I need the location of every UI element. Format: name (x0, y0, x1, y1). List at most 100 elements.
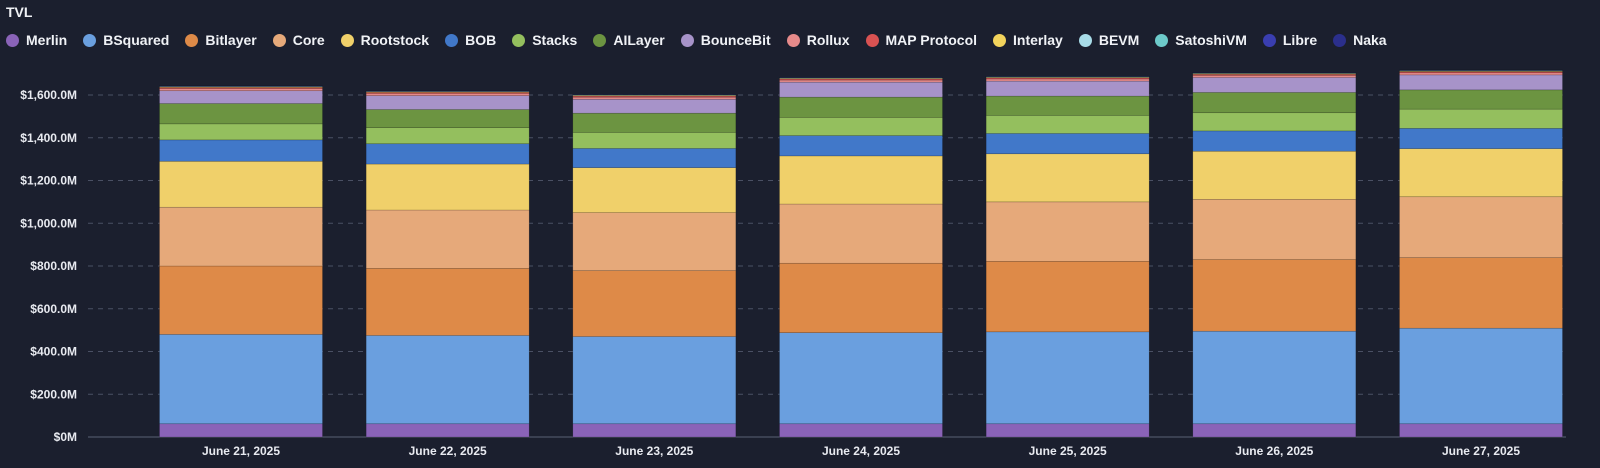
bar-segment-rootstock[interactable] (985, 153, 1150, 203)
x-tick-label: June 27, 2025 (1442, 444, 1520, 458)
bar-segment-bitlayer[interactable] (1399, 257, 1563, 329)
bar-segment-ailayer[interactable] (779, 96, 943, 118)
bar-segment-bouncebit[interactable] (985, 80, 1150, 97)
bar-segment-bouncebit[interactable] (1399, 74, 1563, 91)
bar-segment-bitlayer[interactable] (985, 260, 1150, 333)
bar-segment-stacks[interactable] (985, 115, 1150, 134)
legend-item-bsquared[interactable]: BSquared (83, 32, 169, 48)
bar-segment-rootstock[interactable] (1192, 150, 1357, 200)
bar-segment-stacks[interactable] (779, 117, 943, 136)
legend-item-rollux[interactable]: Rollux (786, 32, 850, 48)
bar-segment-interlay[interactable] (159, 86, 323, 88)
legend-item-stacks[interactable]: Stacks (512, 32, 577, 48)
legend-item-bitlayer[interactable]: Bitlayer (185, 32, 257, 48)
bar-segment-core[interactable] (572, 212, 737, 272)
bar-segment-bob[interactable] (985, 133, 1150, 155)
bar-segment-stacks[interactable] (1399, 108, 1563, 129)
bar-segment-bsquared[interactable] (1192, 330, 1357, 425)
bar-segment-rollux[interactable] (572, 96, 737, 100)
bar-stack[interactable] (1399, 69, 1563, 438)
bar-segment-bouncebit[interactable] (779, 81, 943, 98)
bar-stack[interactable] (779, 77, 943, 438)
bar-segment-ailayer[interactable] (365, 109, 530, 129)
bar-segment-rollux[interactable] (779, 79, 943, 83)
bar-segment-bsquared[interactable] (572, 336, 737, 425)
bar-segment-bsquared[interactable] (779, 332, 943, 425)
legend-label: BounceBit (700, 32, 771, 48)
bar-segment-merlin[interactable] (159, 423, 323, 438)
bar-segment-stacks[interactable] (572, 132, 737, 149)
bar-segment-rootstock[interactable] (365, 163, 530, 211)
bar-segment-bsquared[interactable] (365, 335, 530, 425)
legend-item-bouncebit[interactable]: BounceBit (680, 32, 771, 48)
bar-stack[interactable] (572, 94, 737, 438)
legend-item-naka[interactable]: Naka (1333, 32, 1387, 48)
legend-item-merlin[interactable]: Merlin (6, 32, 67, 48)
legend-item-core[interactable]: Core (272, 32, 325, 48)
legend-item-rootstock[interactable]: Rootstock (340, 32, 429, 48)
bar-segment-bitlayer[interactable] (1192, 259, 1357, 332)
bar-segment-rollux[interactable] (365, 93, 530, 96)
bar-segment-bitlayer[interactable] (159, 265, 323, 335)
bar-segment-bob[interactable] (572, 148, 737, 168)
bar-stack[interactable] (1192, 72, 1357, 438)
bar-segment-bob[interactable] (365, 143, 530, 165)
bar-segment-merlin[interactable] (1192, 423, 1357, 438)
bar-segment-ailayer[interactable] (1192, 92, 1357, 114)
bar-segment-rootstock[interactable] (1399, 148, 1563, 198)
bar-segment-bitlayer[interactable] (572, 270, 737, 337)
bar-stack[interactable] (365, 90, 530, 438)
bar-segment-rootstock[interactable] (572, 167, 737, 213)
bar-segment-bouncebit[interactable] (365, 95, 530, 110)
bar-segment-bob[interactable] (159, 139, 323, 162)
bar-segment-core[interactable] (1192, 199, 1357, 260)
bar-segment-ailayer[interactable] (985, 95, 1150, 116)
bar-segment-core[interactable] (365, 209, 530, 269)
bar-segment-bouncebit[interactable] (572, 98, 737, 114)
legend-item-satoshivm[interactable]: SatoshiVM (1155, 32, 1247, 48)
bar-segment-bitlayer[interactable] (365, 268, 530, 336)
bar-segment-bob[interactable] (1192, 130, 1357, 152)
bar-segment-stacks[interactable] (159, 123, 323, 141)
bar-segment-merlin[interactable] (1399, 423, 1563, 438)
bar-segment-merlin[interactable] (365, 423, 530, 438)
legend-item-interlay[interactable]: Interlay (993, 32, 1063, 48)
legend-item-libre[interactable]: Libre (1262, 32, 1317, 48)
bar-segment-rollux[interactable] (985, 78, 1150, 82)
bar-segment-core[interactable] (1399, 196, 1563, 258)
bar-segment-bob[interactable] (1399, 128, 1563, 149)
bar-segment-stacks[interactable] (365, 127, 530, 145)
y-tick-label: $400.0M (30, 345, 77, 359)
y-tick-label: $1,400.0M (20, 131, 77, 145)
bar-stack[interactable] (159, 85, 323, 438)
bar-segment-bsquared[interactable] (1399, 327, 1563, 425)
bar-segment-ailayer[interactable] (1399, 89, 1563, 110)
bar-segment-core[interactable] (985, 201, 1150, 262)
bar-segment-stacks[interactable] (1192, 112, 1357, 132)
bar-segment-merlin[interactable] (779, 423, 943, 438)
bar-segment-bob[interactable] (779, 135, 943, 157)
bar-segment-bsquared[interactable] (985, 331, 1150, 425)
bar-segment-merlin[interactable] (985, 423, 1150, 438)
bar-segment-bitlayer[interactable] (779, 262, 943, 333)
bar-segment-ailayer[interactable] (159, 103, 323, 125)
bar-segment-bouncebit[interactable] (159, 90, 323, 104)
bar-segment-core[interactable] (779, 203, 943, 264)
bar-segment-rootstock[interactable] (159, 160, 323, 208)
legend-item-map-protocol[interactable]: MAP Protocol (865, 32, 977, 48)
bar-segment-bouncebit[interactable] (1192, 77, 1357, 93)
legend-item-bob[interactable]: BOB (445, 32, 496, 48)
bar-segment-rollux[interactable] (1192, 75, 1357, 78)
bar-segment-rollux[interactable] (1399, 72, 1563, 76)
x-tick-label: June 21, 2025 (202, 444, 280, 458)
bar-segment-ailayer[interactable] (572, 112, 737, 133)
legend-item-ailayer[interactable]: AILayer (593, 32, 665, 48)
bar-segment-bsquared[interactable] (159, 334, 323, 425)
legend-item-bevm[interactable]: BEVM (1078, 32, 1139, 48)
bar-segment-rootstock[interactable] (779, 155, 943, 205)
chart-legend: Merlin BSquared Bitlayer Core Rootstock BOB St… (6, 32, 1566, 48)
bar-segment-merlin[interactable] (572, 423, 737, 438)
bar-segment-rollux[interactable] (159, 88, 323, 92)
bar-segment-core[interactable] (159, 206, 323, 267)
bar-stack[interactable] (985, 75, 1150, 438)
